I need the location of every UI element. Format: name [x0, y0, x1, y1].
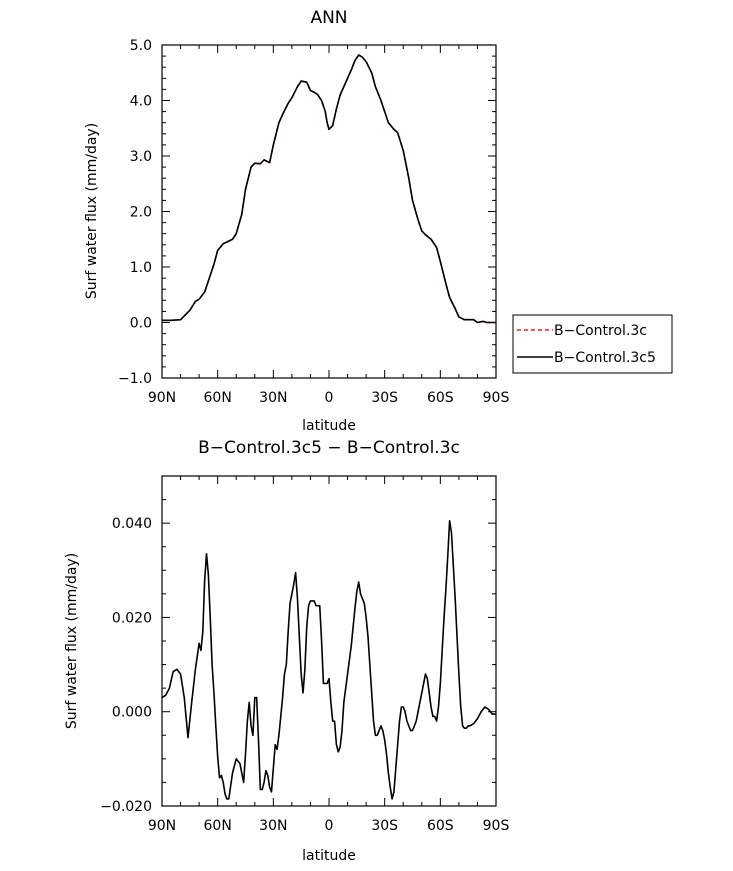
bottom-x-tick-label: 90N [148, 818, 176, 834]
bottom-chart-title: B−Control.3c5 − B−Control.3c [198, 438, 460, 458]
bottom-series-line-1 [161, 519, 496, 800]
legend-box [512, 314, 673, 374]
top-x-tick-label: 0 [325, 390, 334, 406]
top-x-tick-label: 60S [427, 390, 454, 406]
top-x-tick-label: 90S [483, 390, 510, 406]
top-chart-title: ANN [310, 8, 347, 28]
top-plot-frame [161, 44, 497, 379]
top-y-tick-label: 1.0 [130, 260, 152, 276]
legend: B−Control.3c B−Control.3c5 [512, 314, 673, 374]
bottom-y-axis-label: Surf water flux (mm/day) [64, 553, 80, 729]
top-y-axis-label: Surf water flux (mm/day) [84, 123, 100, 299]
bottom-plot-area: 90N 60N 30N 0 30S 60S 90S −0.020 0.000 0.020 0.040 [100, 475, 510, 834]
bottom-y-tick-label: 0.020 [112, 610, 152, 626]
bottom-x-tick-label: 60N [204, 818, 232, 834]
top-y-tick-label: 3.0 [130, 149, 152, 165]
top-y-tick-label: −1.0 [118, 371, 152, 387]
bottom-x-tick-label: 0 [325, 818, 334, 834]
top-y-tick-label: 5.0 [130, 38, 152, 54]
top-x-tick-label: 30S [371, 390, 398, 406]
top-y-tick-label: 2.0 [130, 205, 152, 221]
bottom-y-tick-label: 0.000 [112, 705, 152, 721]
legend-label-series-2: B−Control.3c5 [554, 350, 656, 366]
bottom-x-axis-label: latitude [302, 848, 356, 864]
bottom-x-tick-label: 60S [427, 818, 454, 834]
bottom-x-tick-label: 30N [259, 818, 287, 834]
top-x-tick-label: 30N [259, 390, 287, 406]
top-y-tick-label: 0.0 [130, 316, 152, 332]
top-panel: ANN 90N 60N 30N 0 30S 60S 90S −1.0 0.0 1.0 2.0 3.0 4… [84, 8, 509, 434]
bottom-panel: B−Control.3c5 − B−Control.3c 90N 60N 30N 0 3… [64, 438, 509, 864]
top-x-tick-label: 90N [148, 390, 176, 406]
bottom-y-tick-label: 0.040 [112, 516, 152, 532]
top-x-tick-label: 60N [204, 390, 232, 406]
bottom-y-tick-label: −0.020 [100, 799, 152, 815]
bottom-plot-frame [161, 475, 497, 807]
top-x-axis-label: latitude [302, 418, 356, 434]
bottom-x-tick-label: 30S [371, 818, 398, 834]
legend-label-series-1: B−Control.3c [554, 323, 647, 339]
top-y-tick-label: 4.0 [130, 94, 152, 110]
bottom-x-tick-label: 90S [483, 818, 510, 834]
top-plot-area: 90N 60N 30N 0 30S 60S 90S −1.0 0.0 1.0 2.0 3.0 4.0 5.… [118, 38, 509, 406]
top-series-line-2 [162, 54, 496, 324]
